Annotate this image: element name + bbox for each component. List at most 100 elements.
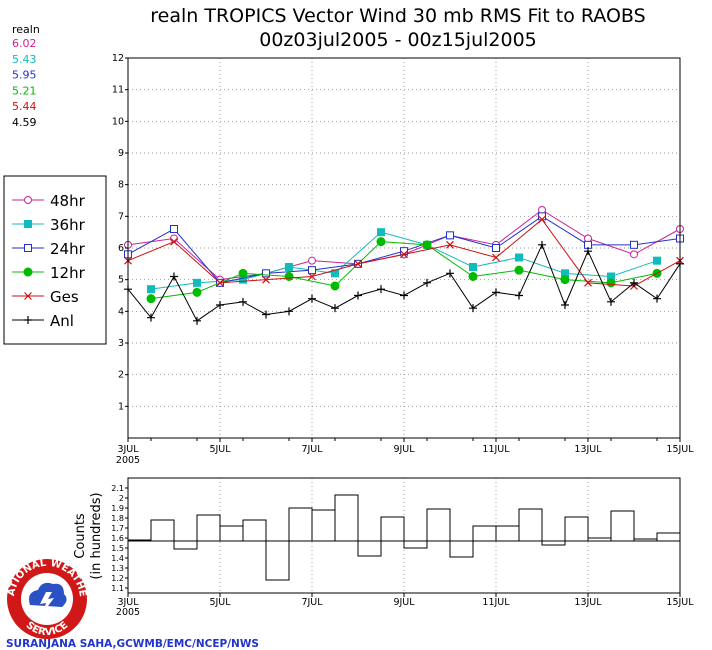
credit-text: SURANJANA SAHA,GCWMB/EMC/NCEP/NWS: [6, 638, 259, 650]
x-tick-label: 13JUL: [574, 444, 602, 455]
data-point: [285, 263, 293, 271]
legend-box: [3, 175, 107, 345]
data-point: [262, 310, 270, 319]
y-tick-label: 1.9: [111, 504, 124, 513]
data-point: [561, 269, 569, 278]
data-point: [561, 301, 569, 309]
data-point: [469, 263, 477, 271]
x-tick-label: 5JUL: [209, 597, 231, 608]
data-point: [630, 278, 638, 287]
count-bar: [219, 525, 244, 542]
data-point: [192, 287, 202, 297]
data-point: [284, 272, 294, 281]
legend-marker: [24, 292, 32, 300]
legend-entry: Ges: [12, 288, 79, 306]
data-point: [170, 237, 178, 246]
data-point: [377, 285, 385, 294]
logo-bottom-text: SERVICE: [24, 620, 71, 638]
data-point: [584, 247, 592, 256]
count-bar: [150, 519, 175, 542]
stats-value: 5.44: [12, 100, 37, 113]
count-bar: [564, 516, 589, 542]
count-bar: [610, 510, 635, 542]
x-tick-sublabel: 2005: [116, 455, 140, 466]
count-bar: [242, 519, 267, 542]
y-tick-label: 1.8: [111, 514, 124, 523]
data-point: [308, 294, 316, 303]
y-tick-label: 1.2: [111, 574, 124, 583]
count-bar: [518, 508, 543, 542]
data-point: [492, 244, 500, 252]
data-point: [400, 291, 408, 300]
y-tick-label: 1: [118, 401, 124, 412]
data-point: [515, 253, 523, 262]
data-point: [653, 294, 661, 303]
data-point: [239, 297, 247, 306]
data-point: [653, 256, 661, 265]
x-tick-label: 7JUL: [301, 597, 323, 608]
data-point: [238, 268, 248, 278]
y-tick-label: 7: [118, 211, 124, 222]
data-point: [446, 269, 454, 278]
data-point: [469, 304, 477, 313]
data-point: [492, 288, 500, 297]
data-point: [400, 250, 408, 259]
data-point: [354, 259, 362, 268]
x-tick-label: 5JUL: [209, 444, 231, 455]
count-bar: [173, 540, 198, 550]
data-point: [377, 228, 385, 237]
data-point: [308, 272, 316, 281]
legend-entry: 36hr: [12, 216, 86, 234]
y-tick-label: 4: [118, 306, 124, 317]
data-point: [560, 275, 570, 285]
data-point: [446, 231, 454, 240]
data-point: [308, 256, 316, 265]
data-point: [423, 278, 431, 287]
x-tick-label: 7JUL: [301, 444, 323, 455]
data-point: [193, 278, 201, 287]
data-point: [514, 265, 524, 275]
count-bar: [357, 540, 382, 557]
count-bar: [288, 507, 313, 542]
legend-entry: Anl: [12, 312, 74, 330]
x-tick-label: 3JUL: [117, 597, 139, 608]
legend-marker: [24, 316, 32, 324]
y-tick-label: 1.4: [111, 554, 124, 563]
data-point: [606, 278, 616, 288]
x-tick-sublabel: 2005: [116, 607, 140, 618]
data-point: [146, 294, 156, 304]
data-point: [239, 275, 247, 284]
y-tick-label: 12: [112, 53, 124, 64]
y-tick-label: 1.1: [111, 584, 124, 593]
y-tick-label: 5: [118, 275, 124, 286]
data-point: [376, 237, 386, 247]
y-tick-label: 1.6: [111, 534, 124, 543]
legend-label: 12hr: [50, 264, 86, 282]
y-tick-label: 9: [118, 148, 124, 159]
y-tick-label: 2.1: [111, 484, 124, 493]
data-point: [330, 281, 340, 291]
legend-marker: [24, 220, 32, 228]
count-bar: [403, 540, 428, 549]
stats-value: 5.95: [12, 69, 37, 82]
y-tick-label: 3: [118, 338, 124, 349]
legend-label: 24hr: [50, 240, 86, 258]
stats-block: realn 6.02 5.43 5.95 5.21 5.44 4.59: [12, 23, 40, 129]
count-bar: [265, 540, 290, 581]
stats-value: 5.21: [12, 84, 37, 97]
count-bar: [656, 532, 681, 542]
y-tick-label: 10: [112, 116, 124, 127]
lower-ylabel-line1: Counts: [73, 513, 88, 559]
x-tick-label: 9JUL: [393, 597, 415, 608]
data-point: [308, 266, 316, 275]
count-bar: [472, 525, 497, 542]
stats-value: 6.02: [12, 37, 37, 50]
count-bar: [334, 494, 359, 542]
data-point: [630, 240, 638, 249]
count-bar: [426, 508, 451, 542]
legend-marker: [24, 196, 32, 204]
stats-value: 5.43: [12, 53, 37, 66]
legend-label: 36hr: [50, 216, 86, 234]
y-tick-label: 1.5: [111, 544, 124, 553]
